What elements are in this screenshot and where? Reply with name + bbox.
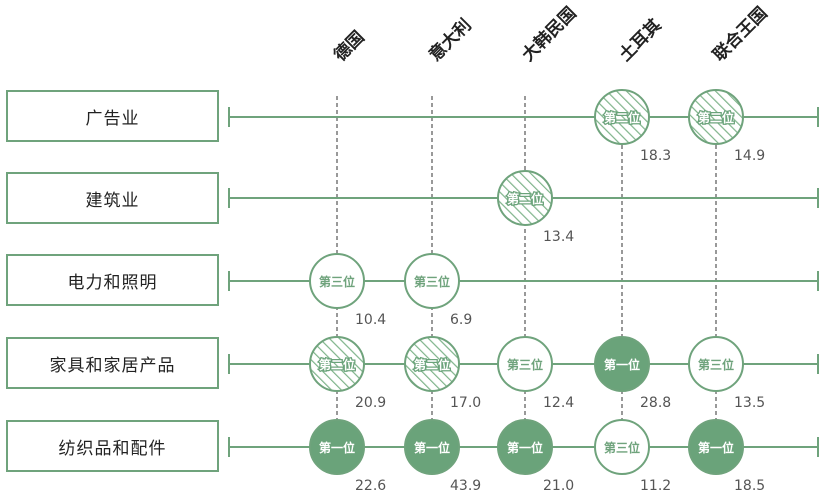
rank-1-circle [594, 336, 650, 392]
value-label: 10.4 [355, 312, 386, 328]
rank-2-circle [497, 170, 553, 226]
value-label: 13.5 [734, 395, 765, 411]
rank-label: 第三位 [507, 357, 543, 372]
rank-label: 第一位 [604, 357, 640, 372]
country-label: 大韩民国 [518, 3, 581, 66]
rank-3-circle [404, 253, 460, 309]
value-label: 22.6 [355, 478, 386, 492]
rank-label: 第二位 [319, 357, 355, 372]
rank-3-circle [688, 336, 744, 392]
rank-label: 第三位 [698, 357, 734, 372]
row-label-box: 家具和家居产品 [6, 337, 219, 389]
country-label: 土耳其 [615, 15, 666, 66]
rank-1-circle [404, 419, 460, 475]
rank-label: 第一位 [698, 440, 734, 455]
rank-label: 第三位 [414, 274, 450, 289]
rank-1-circle [497, 419, 553, 475]
rank-label: 第二位 [507, 191, 543, 206]
rank-label: 第三位 [604, 440, 640, 455]
value-label: 20.9 [355, 395, 386, 411]
value-label: 28.8 [640, 395, 671, 411]
rank-label: 第二位 [698, 110, 734, 125]
rank-3-circle [594, 419, 650, 475]
rank-2-circle [404, 336, 460, 392]
rank-2-circle [688, 89, 744, 145]
value-label: 11.2 [640, 478, 671, 492]
rank-2-circle [594, 89, 650, 145]
value-label: 12.4 [543, 395, 574, 411]
row-label-box: 广告业 [6, 90, 219, 142]
rank-1-circle [309, 419, 365, 475]
country-label: 德国 [330, 27, 369, 66]
value-label: 14.9 [734, 148, 765, 164]
rank-3-circle [309, 253, 365, 309]
rank-label: 第一位 [414, 440, 450, 455]
country-label: 意大利 [425, 15, 476, 66]
rank-3-circle [497, 336, 553, 392]
rank-1-circle [688, 419, 744, 475]
value-label: 43.9 [450, 478, 481, 492]
value-label: 18.3 [640, 148, 671, 164]
row-label-box: 纺织品和配件 [6, 420, 219, 472]
rank-label: 第三位 [319, 274, 355, 289]
rank-label: 第二位 [604, 110, 640, 125]
rank-2-circle [309, 336, 365, 392]
value-label: 21.0 [543, 478, 574, 492]
row-label-box: 建筑业 [6, 172, 219, 224]
rank-label: 第一位 [319, 440, 355, 455]
value-label: 17.0 [450, 395, 481, 411]
value-label: 13.4 [543, 229, 574, 245]
country-label: 联合王国 [709, 3, 772, 66]
rank-label: 第一位 [507, 440, 543, 455]
rank-label: 第二位 [414, 357, 450, 372]
value-label: 18.5 [734, 478, 765, 492]
row-label-box: 电力和照明 [6, 254, 219, 306]
value-label: 6.9 [450, 312, 472, 328]
